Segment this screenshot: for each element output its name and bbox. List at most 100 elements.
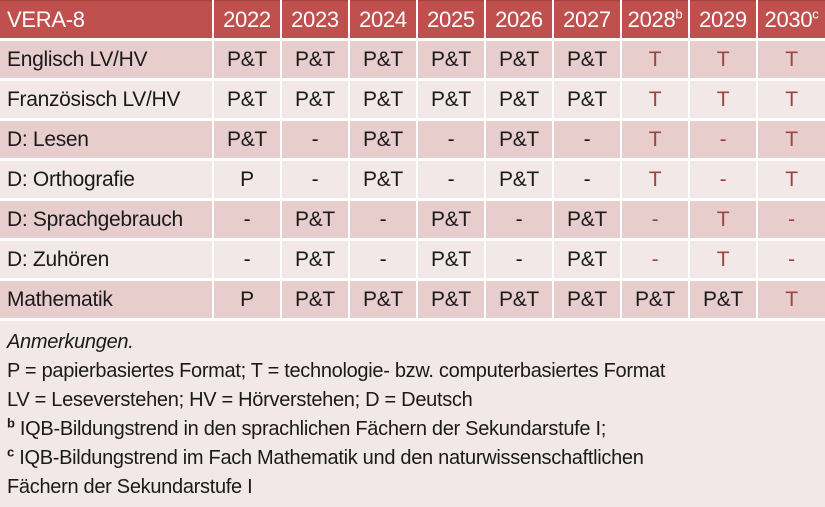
format-cell: -: [756, 238, 825, 280]
format-cell: P&T: [212, 78, 281, 120]
note-b-text: IQB-Bildungstrend in den sprachlichen Fä…: [19, 418, 607, 440]
format-cell: P&T: [484, 158, 553, 200]
note-c-superscript: c: [7, 444, 14, 460]
table-row: Französisch LV/HV P&T P&T P&T P&T P&T P&T T T T: [0, 78, 825, 120]
table-row: D: Sprachgebrauch - P&T - P&T - P&T - T -: [0, 198, 825, 240]
table-row: D: Orthografie P - P&T - P&T - T - T: [0, 158, 825, 200]
format-cell: P&T: [416, 238, 485, 280]
format-cell: P&T: [688, 278, 757, 318]
format-cell: -: [484, 238, 553, 280]
format-cell: -: [416, 158, 485, 200]
table-body: Englisch LV/HV P&T P&T P&T P&T P&T P&T T T T Franz…: [0, 38, 825, 318]
row-label: Französisch LV/HV: [0, 78, 213, 120]
notes-section: Anmerkungen. P = papierbasiertes Format;…: [0, 318, 825, 502]
format-cell: P&T: [212, 38, 281, 80]
format-cell: -: [756, 198, 825, 240]
format-cell: -: [280, 118, 349, 160]
column-header-superscript: b: [675, 6, 683, 22]
format-cell: P&T: [552, 38, 621, 80]
format-cell: T: [620, 158, 689, 200]
format-cell: T: [688, 78, 757, 120]
format-cell: P&T: [280, 278, 349, 318]
format-cell: P&T: [416, 78, 485, 120]
note-b-superscript: b: [7, 415, 15, 431]
format-cell: -: [552, 118, 621, 160]
notes-heading: Anmerkungen.: [7, 331, 134, 353]
format-cell: P&T: [484, 278, 553, 318]
column-header-2022: 2022: [212, 0, 281, 40]
format-cell: P&T: [552, 238, 621, 280]
format-cell: P&T: [348, 278, 417, 318]
vera8-schedule-table: VERA-8 2022 2023 2024 2025 2026 2027 2028b 2029…: [0, 0, 825, 318]
format-cell: T: [688, 198, 757, 240]
format-cell: P&T: [348, 118, 417, 160]
note-abbreviations: LV = Leseverstehen; HV = Hörverstehen; D…: [7, 389, 473, 411]
format-cell: P&T: [416, 38, 485, 80]
row-label: Mathematik: [0, 278, 213, 318]
format-cell: T: [620, 118, 689, 160]
format-cell: P&T: [552, 78, 621, 120]
format-cell: P&T: [484, 38, 553, 80]
row-label: D: Orthografie: [0, 158, 213, 200]
format-cell: -: [416, 118, 485, 160]
format-cell: P&T: [484, 78, 553, 120]
format-cell: T: [756, 278, 825, 318]
table-header-row: VERA-8 2022 2023 2024 2025 2026 2027 2028b 2029…: [0, 0, 825, 40]
row-label: Englisch LV/HV: [0, 38, 213, 80]
format-cell: P&T: [552, 278, 621, 318]
column-header-2030: 2030c: [756, 0, 825, 40]
table-row: Mathematik P P&T P&T P&T P&T P&T P&T P&T T: [0, 278, 825, 318]
format-cell: P&T: [212, 118, 281, 160]
format-cell: -: [484, 198, 553, 240]
table-row: Englisch LV/HV P&T P&T P&T P&T P&T P&T T T T: [0, 38, 825, 80]
format-cell: T: [688, 238, 757, 280]
format-cell: P&T: [348, 38, 417, 80]
table-row: D: Zuhören - P&T - P&T - P&T - T -: [0, 238, 825, 280]
format-cell: T: [756, 38, 825, 80]
format-cell: -: [212, 238, 281, 280]
column-header-2027: 2027: [552, 0, 621, 40]
format-cell: -: [280, 158, 349, 200]
note-b: b IQB-Bildungstrend in den sprachlichen …: [7, 415, 817, 444]
column-header-2028: 2028b: [620, 0, 689, 40]
format-cell: -: [348, 198, 417, 240]
format-cell: T: [688, 38, 757, 80]
format-cell: -: [348, 238, 417, 280]
format-cell: P&T: [348, 78, 417, 120]
format-cell: -: [552, 158, 621, 200]
format-cell: P&T: [280, 38, 349, 80]
format-cell: T: [756, 158, 825, 200]
column-header-superscript: c: [812, 6, 819, 22]
format-cell: P&T: [280, 78, 349, 120]
table-header: VERA-8 2022 2023 2024 2025 2026 2027 2028b 2029…: [0, 0, 825, 40]
format-cell: P: [212, 278, 281, 318]
column-header-2024: 2024: [348, 0, 417, 40]
format-cell: -: [620, 238, 689, 280]
format-cell: P&T: [552, 198, 621, 240]
format-cell: P: [212, 158, 281, 200]
format-cell: P&T: [280, 198, 349, 240]
row-label: D: Lesen: [0, 118, 213, 160]
format-cell: T: [620, 38, 689, 80]
note-formats: P = papierbasiertes Format; T = technolo…: [7, 360, 666, 382]
format-cell: T: [756, 118, 825, 160]
format-cell: P&T: [416, 278, 485, 318]
note-c: c IQB-Bildungstrend im Fach Mathematik u…: [7, 444, 712, 502]
format-cell: P&T: [348, 158, 417, 200]
format-cell: P&T: [620, 278, 689, 318]
format-cell: -: [688, 158, 757, 200]
format-cell: P&T: [416, 198, 485, 240]
table-title: VERA-8: [0, 0, 213, 40]
format-cell: -: [620, 198, 689, 240]
column-header-2029: 2029: [688, 0, 757, 40]
column-header-2026: 2026: [484, 0, 553, 40]
format-cell: -: [212, 198, 281, 240]
row-label: D: Sprachgebrauch: [0, 198, 213, 240]
format-cell: T: [620, 78, 689, 120]
format-cell: T: [756, 78, 825, 120]
column-header-2023: 2023: [280, 0, 349, 40]
format-cell: -: [688, 118, 757, 160]
row-label: D: Zuhören: [0, 238, 213, 280]
note-c-text: IQB-Bildungstrend im Fach Mathematik und…: [7, 447, 644, 498]
